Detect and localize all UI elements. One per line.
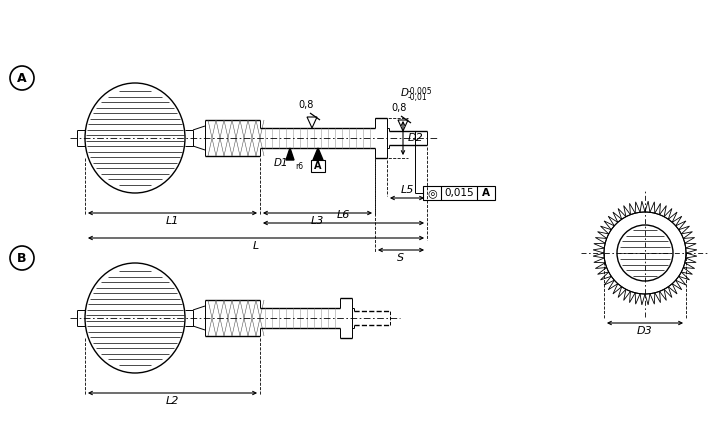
Text: 0,8: 0,8: [391, 103, 406, 113]
Text: L6: L6: [337, 210, 350, 220]
Text: D: D: [401, 88, 409, 98]
Text: -0,01: -0,01: [408, 93, 427, 102]
Text: D3: D3: [637, 326, 653, 336]
Text: D2: D2: [408, 133, 424, 143]
Text: r6: r6: [295, 162, 303, 171]
Text: A: A: [482, 188, 490, 198]
Text: S: S: [398, 253, 404, 263]
Bar: [423, 186, 495, 200]
Text: A: A: [314, 161, 322, 171]
Text: L5: L5: [401, 185, 414, 195]
Text: L: L: [253, 241, 259, 251]
Text: L3: L3: [311, 216, 324, 226]
Text: L1: L1: [166, 216, 179, 226]
Text: A: A: [17, 72, 27, 85]
Bar: [311, 160, 325, 172]
Text: D1: D1: [273, 158, 288, 168]
Text: -0,005: -0,005: [408, 87, 433, 96]
Text: 0,8: 0,8: [298, 100, 313, 110]
Text: L2: L2: [166, 396, 179, 406]
Text: 0,015: 0,015: [444, 188, 474, 198]
Text: ◎: ◎: [427, 188, 437, 198]
Polygon shape: [286, 148, 294, 160]
Text: B: B: [17, 251, 27, 264]
Polygon shape: [313, 148, 323, 160]
